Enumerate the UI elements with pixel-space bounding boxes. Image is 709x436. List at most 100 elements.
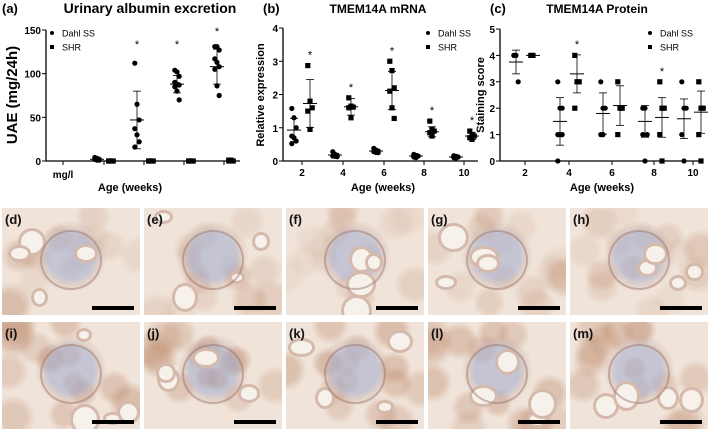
tubule — [237, 384, 261, 403]
series-shr — [303, 58, 479, 142]
data-point — [309, 105, 315, 111]
data-point — [291, 115, 297, 121]
data-point — [346, 95, 352, 101]
y-axis-label: Relative expression — [255, 43, 267, 147]
micrograph-panel: (g) — [428, 208, 566, 315]
data-point — [305, 108, 311, 114]
data-point — [661, 105, 667, 111]
data-point — [216, 47, 222, 53]
scale-bar — [660, 420, 702, 424]
data-point — [132, 126, 138, 132]
data-point — [176, 73, 182, 79]
legend-marker-circle — [426, 31, 430, 35]
tubule — [341, 295, 372, 315]
tubule — [528, 389, 558, 420]
data-point — [305, 62, 311, 69]
data-point — [679, 132, 685, 138]
tubule — [30, 287, 48, 307]
data-point — [681, 158, 687, 164]
tubule — [435, 274, 457, 291]
glomerulus — [608, 230, 670, 290]
data-point — [427, 118, 433, 124]
glomerulus — [40, 230, 102, 290]
chart-title: TMEM14A Protein — [546, 2, 648, 16]
significance-star: * — [470, 115, 475, 127]
scale-bar — [518, 420, 560, 424]
charts-area: (a) Urinary albumin excretion050100150mg/… — [2, 0, 708, 194]
chart-title: TMEM14A mRNA — [330, 2, 427, 16]
micrograph-panel: (i) — [2, 322, 140, 429]
tubule — [288, 338, 315, 357]
legend-label: SHR — [660, 43, 680, 53]
data-point — [289, 141, 295, 147]
data-point — [346, 105, 352, 111]
significance-star: * — [175, 39, 180, 51]
panel-label: (k) — [289, 326, 305, 341]
glomerulus — [466, 344, 528, 404]
series-shr — [526, 52, 708, 164]
data-point — [467, 128, 473, 134]
data-point — [559, 105, 565, 111]
x-tick-label: 4 — [340, 168, 346, 179]
panel-label: (l) — [431, 326, 444, 341]
legend-label: SHR — [438, 43, 458, 53]
legend-label: Dahl SS — [660, 29, 693, 39]
tubule — [678, 386, 704, 414]
chart-title: Urinary albumin excretion — [64, 0, 237, 16]
panel-label: (m) — [573, 326, 594, 341]
tubule — [685, 262, 704, 282]
tubule — [156, 362, 176, 383]
data-point — [216, 92, 222, 99]
panel-label: (h) — [573, 212, 590, 227]
panel-label: (e) — [147, 212, 163, 227]
micrograph-panel: (j) — [144, 322, 282, 429]
x-tick-label: 10 — [458, 168, 470, 179]
scale-bar — [234, 420, 276, 424]
data-point — [389, 67, 395, 74]
y-axis-label: Staining score — [475, 57, 487, 133]
data-point — [598, 79, 604, 85]
significance-star: * — [135, 39, 140, 51]
data-point — [555, 158, 561, 164]
panel-label: (j) — [147, 326, 160, 341]
glomerulus — [608, 344, 670, 404]
series-dahl-ss — [90, 43, 224, 163]
legend-label: SHR — [62, 43, 82, 53]
micrograph-panel: (h) — [570, 208, 708, 315]
data-point — [640, 132, 646, 138]
data-point — [572, 105, 578, 111]
y-tick-label: 100 — [24, 70, 41, 81]
data-point — [559, 132, 565, 138]
data-point — [132, 144, 138, 150]
y-tick-label: 1 — [272, 124, 278, 135]
data-point — [696, 132, 702, 138]
data-point — [572, 52, 578, 58]
scale-bar — [376, 420, 418, 424]
data-point — [431, 128, 437, 134]
data-point — [555, 79, 561, 85]
data-point — [307, 126, 313, 133]
tubule — [153, 209, 173, 224]
panel-label: (d) — [5, 212, 22, 227]
data-point — [642, 158, 648, 164]
x-tick-label: 4 — [566, 168, 572, 179]
chart-c: (c) TMEM14A Protein 0 1 2 3 4 5 2 4 6 8 10 Staining s… — [475, 1, 708, 194]
glomerulus — [324, 230, 386, 290]
data-point — [600, 132, 606, 138]
data-point — [176, 97, 182, 103]
y-tick-label: 0 — [489, 157, 495, 168]
data-point — [136, 139, 142, 145]
data-point — [212, 66, 218, 72]
tubule — [70, 404, 100, 429]
micrograph-panel: (e) — [144, 208, 282, 315]
data-point — [619, 105, 625, 111]
x-tick-label: 8 — [651, 168, 657, 179]
significance-star: * — [660, 66, 665, 78]
data-point — [214, 83, 220, 89]
data-point — [174, 69, 180, 75]
data-point — [615, 132, 621, 138]
tubule — [375, 400, 394, 414]
data-point — [515, 79, 521, 85]
data-point — [696, 79, 702, 85]
data-point — [391, 115, 397, 122]
